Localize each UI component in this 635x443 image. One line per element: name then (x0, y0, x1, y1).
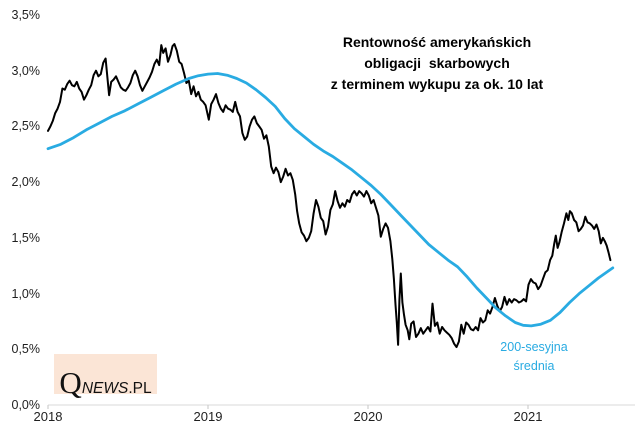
y-axis-tick-label: 0,5% (11, 342, 41, 357)
qnews-logo-text: QNEWS.PL (59, 367, 151, 398)
y-axis-tick-label: 1,0% (11, 286, 41, 301)
y-axis-tick-label: 2,5% (11, 119, 41, 134)
moving-average-label: 200-sesyjna średnia (474, 338, 594, 376)
chart-title-line3: z terminem wykupu za ok. 10 lat (330, 76, 544, 92)
moving-average-label-line1: 200-sesyjna (500, 340, 568, 354)
y-axis-tick-label: 3,5% (11, 8, 41, 22)
x-axis-tick-label: 2019 (193, 409, 223, 424)
yield-line (47, 43, 612, 349)
x-axis-tick-label: 2018 (33, 409, 63, 424)
chart-title: Rentowność amerykańskich obligacji skarb… (255, 32, 619, 95)
moving-average-label-line2: średnia (513, 359, 555, 373)
chart-title-line2: obligacji skarbowych (364, 55, 510, 71)
y-axis-tick-label: 2,0% (11, 175, 41, 190)
qnews-logo-news: NEWS (81, 380, 129, 397)
qnews-logo: QNEWS.PL (54, 354, 157, 398)
qnews-logo-pl: .PL (128, 380, 152, 397)
y-axis-tick-label: 0,0% (11, 398, 41, 412)
y-axis-tick-label: 3,0% (11, 63, 41, 78)
y-axis-tick-label: 1,5% (11, 230, 41, 245)
x-axis-tick-label: 2021 (513, 409, 543, 424)
qnews-logo-q: Q (59, 365, 82, 400)
chart-title-line1: Rentowność amerykańskich (342, 34, 532, 50)
x-axis-tick-label: 2020 (353, 409, 383, 424)
moving-average-line (46, 72, 615, 328)
